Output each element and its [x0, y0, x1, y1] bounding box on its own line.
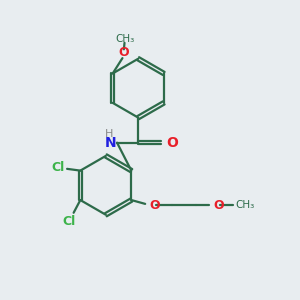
- Text: CH₃: CH₃: [236, 200, 255, 210]
- Text: N: N: [105, 136, 116, 150]
- Text: Cl: Cl: [52, 161, 65, 174]
- Text: CH₃: CH₃: [116, 34, 135, 44]
- Text: Cl: Cl: [62, 215, 76, 228]
- Text: O: O: [167, 136, 178, 150]
- Text: H: H: [105, 129, 113, 139]
- Text: O: O: [149, 199, 160, 212]
- Text: O: O: [118, 46, 129, 59]
- Text: O: O: [214, 199, 224, 212]
